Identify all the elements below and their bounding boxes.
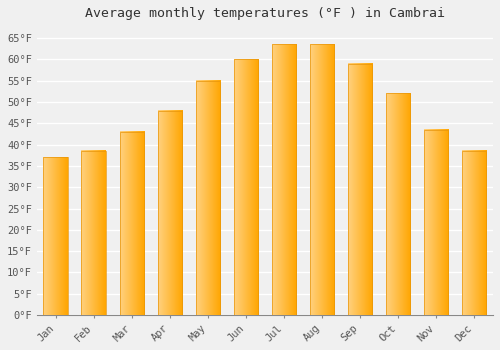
Bar bbox=[386, 93, 410, 315]
Bar bbox=[348, 64, 372, 315]
Bar bbox=[310, 44, 334, 315]
Bar bbox=[462, 151, 486, 315]
Bar bbox=[234, 60, 258, 315]
Bar bbox=[158, 111, 182, 315]
Bar bbox=[272, 44, 296, 315]
Bar bbox=[44, 158, 68, 315]
Title: Average monthly temperatures (°F ) in Cambrai: Average monthly temperatures (°F ) in Ca… bbox=[85, 7, 445, 20]
Bar bbox=[82, 151, 106, 315]
Bar bbox=[120, 132, 144, 315]
Bar bbox=[196, 81, 220, 315]
Bar bbox=[424, 130, 448, 315]
